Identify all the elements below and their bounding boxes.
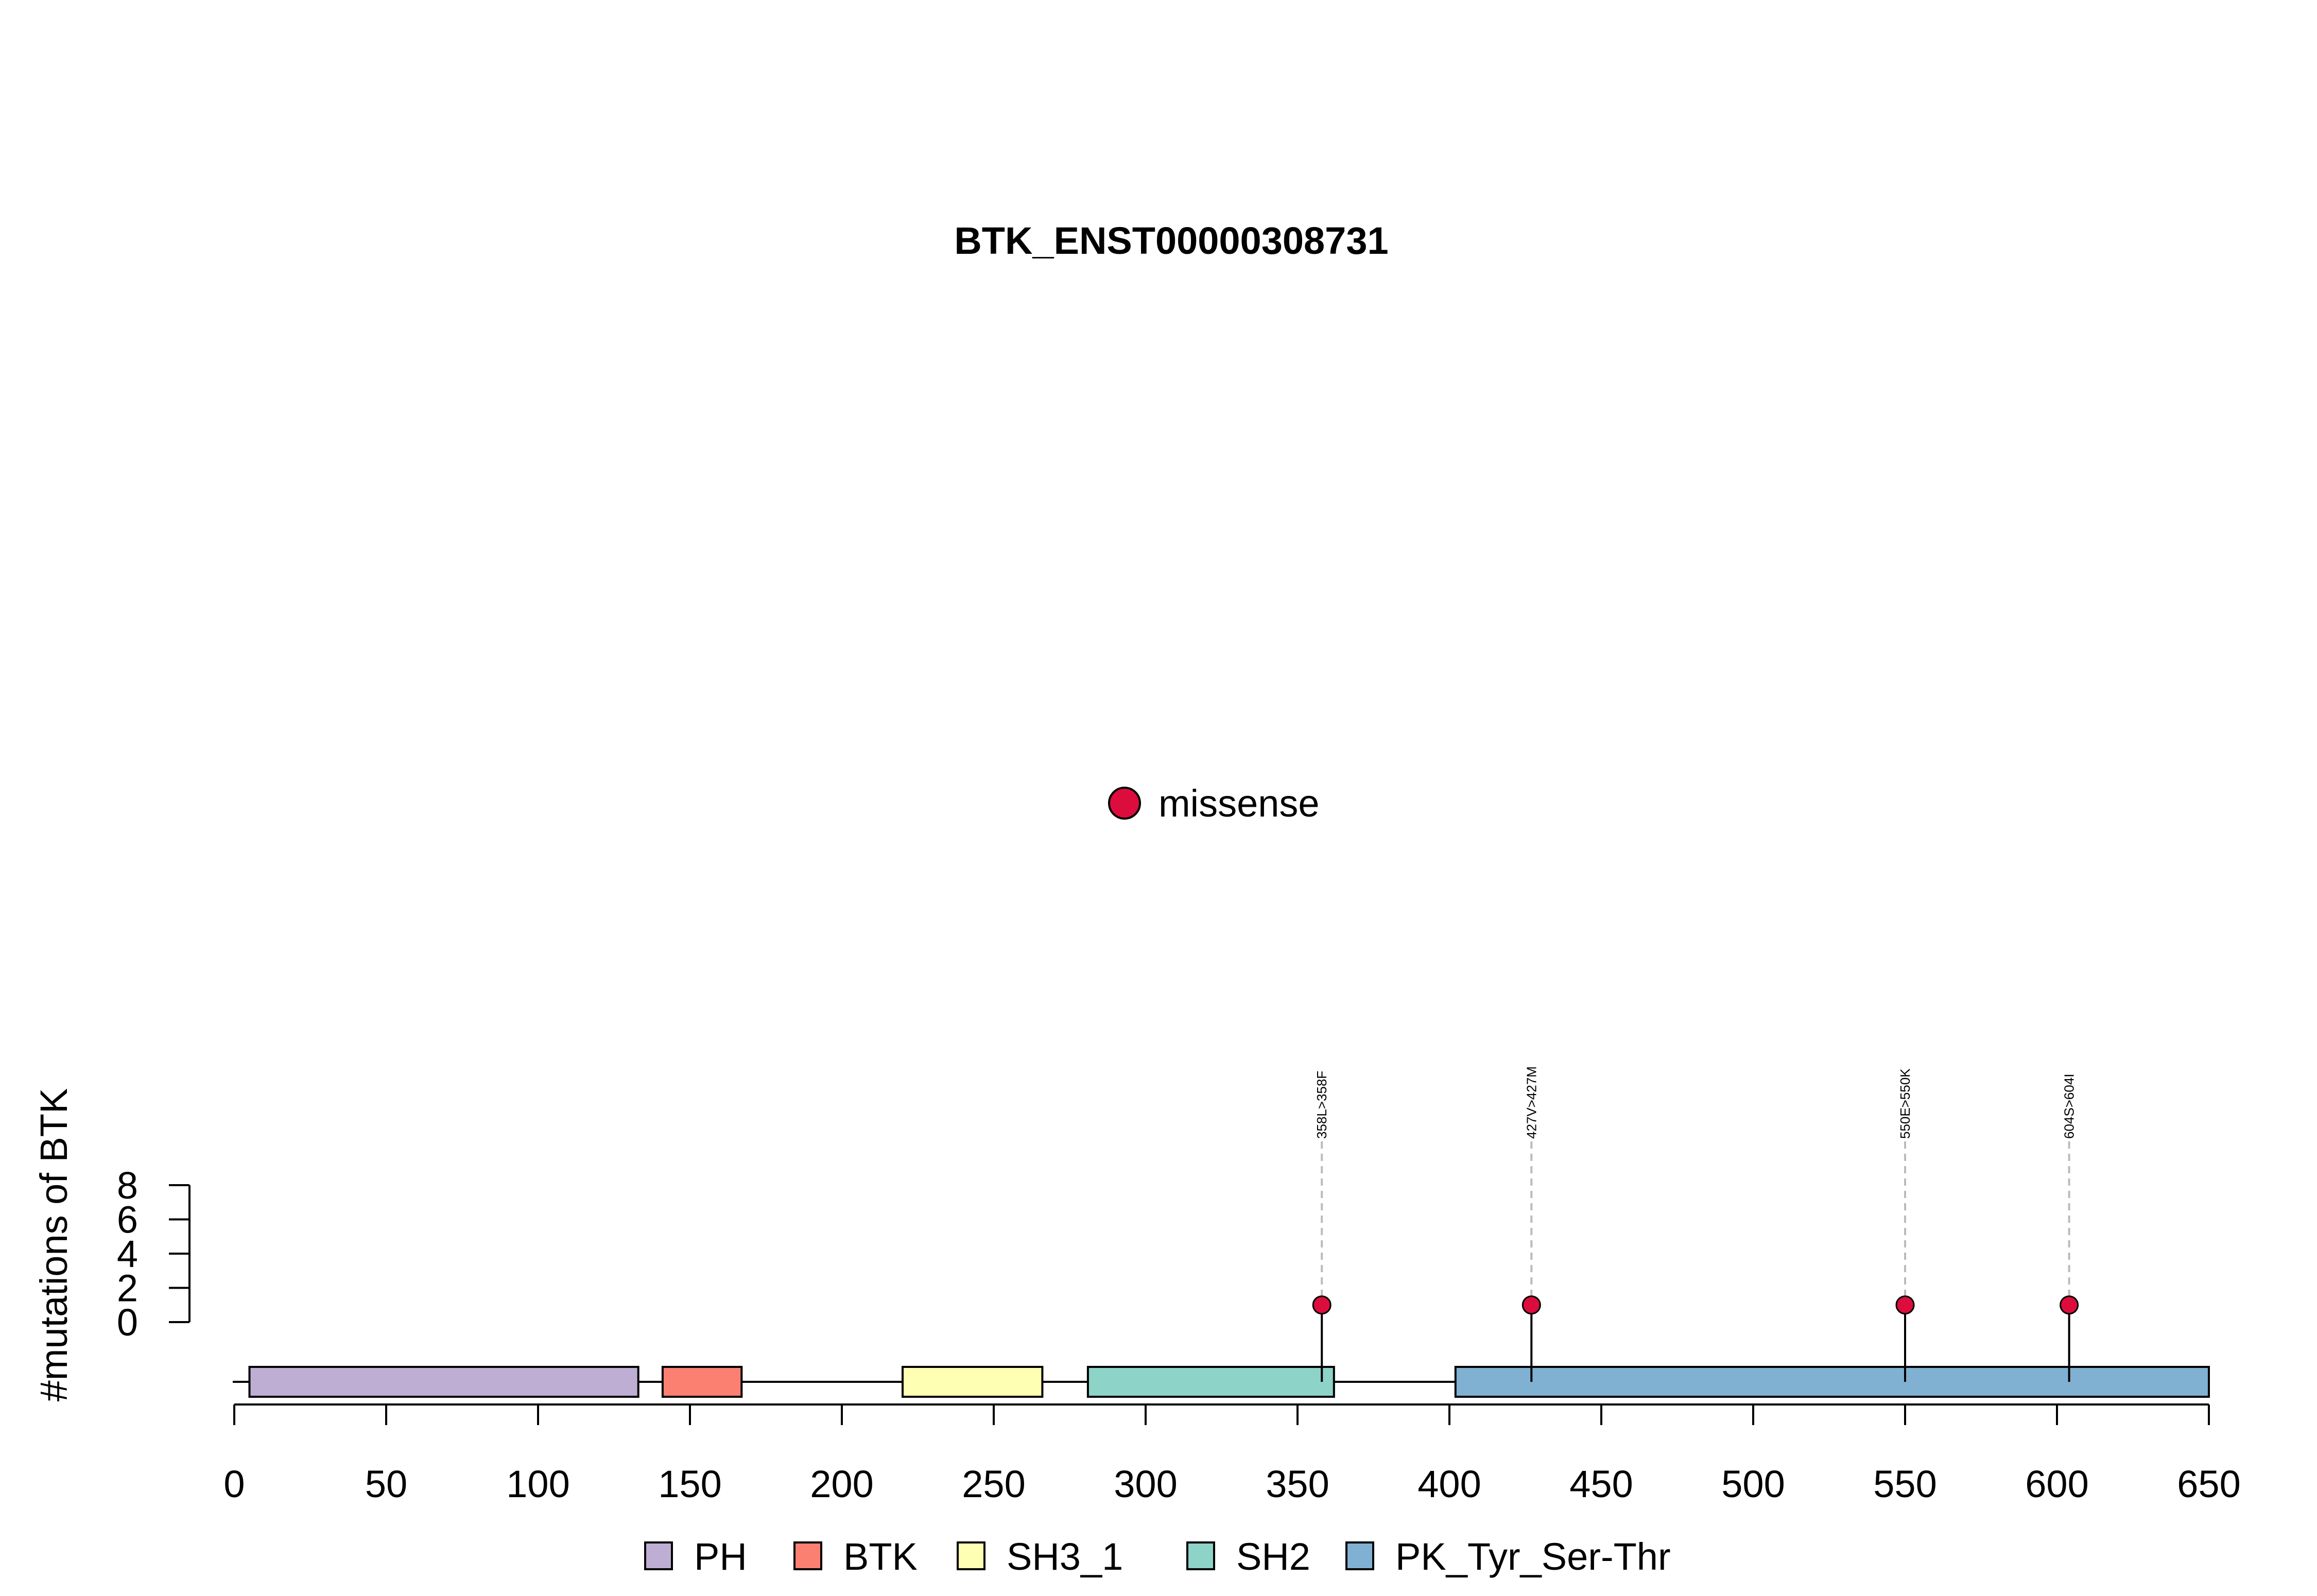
domain-PH: [248, 1366, 639, 1398]
mutation-point-550: [1895, 1295, 1915, 1315]
mutation-label-550: 550E>550K: [1897, 1068, 1913, 1139]
mutation-point-604: [2060, 1295, 2079, 1315]
domain-PK_Tyr_Ser-Thr: [1454, 1366, 2210, 1398]
x-tick-label-200: 200: [810, 1463, 873, 1505]
legend-swatch-BTK: [793, 1541, 822, 1570]
x-tick-label-500: 500: [1721, 1463, 1785, 1505]
mutation-label-358: 358L>358F: [1314, 1071, 1329, 1139]
legend-marker-missense: [1108, 787, 1141, 820]
x-tick-label-400: 400: [1417, 1463, 1481, 1505]
y-tick-label-2: 2: [117, 1267, 138, 1310]
legend-label-SH3_1: SH3_1: [1007, 1535, 1123, 1578]
y-axis-label: #mutations of BTK: [32, 1088, 75, 1402]
mutation-legend: missense: [1108, 782, 1320, 825]
chart-title: BTK_ENST00000308731: [954, 219, 1388, 262]
legend-label-PH: PH: [694, 1535, 747, 1578]
domain-BTK: [661, 1366, 743, 1398]
x-tick-label-300: 300: [1114, 1463, 1177, 1505]
x-tick-label-650: 650: [2177, 1463, 2240, 1505]
legend-swatch-SH2: [1186, 1541, 1215, 1570]
domain-legend: PH BTK SH3_1 SH2 PK_Tyr_Ser-Thr: [644, 1535, 1671, 1578]
domain-track: [248, 1366, 2210, 1398]
mutation-label-604: 604S>604I: [2062, 1073, 2077, 1139]
legend-swatch-PK_Tyr_Ser-Thr: [1345, 1541, 1374, 1570]
y-tick-label-4: 4: [117, 1233, 138, 1275]
legend-label-SH2: SH2: [1236, 1535, 1310, 1578]
legend-label-BTK: BTK: [843, 1535, 918, 1578]
x-tick-label-100: 100: [506, 1463, 569, 1505]
mutation-lollipops: 358L>358F 427V>427M 550E>550K 604S>604I: [1312, 1066, 2079, 1382]
x-tick-label-600: 600: [2025, 1463, 2088, 1505]
y-tick-label-6: 6: [117, 1199, 138, 1241]
x-tick-label-450: 450: [1569, 1463, 1633, 1505]
legend-label-missense: missense: [1158, 782, 1320, 825]
mutation-point-358: [1312, 1295, 1332, 1315]
mutation-point-427: [1521, 1295, 1541, 1315]
x-tick-label-350: 350: [1266, 1463, 1329, 1505]
y-tick-label-8: 8: [117, 1164, 138, 1207]
legend-swatch-PH: [644, 1541, 673, 1570]
domain-SH2: [1086, 1366, 1335, 1398]
x-tick-label-150: 150: [658, 1463, 721, 1505]
x-tick-label-0: 0: [223, 1463, 245, 1505]
x-tick-label-50: 50: [365, 1463, 407, 1505]
legend-label-PK_Tyr_Ser-Thr: PK_Tyr_Ser-Thr: [1395, 1535, 1671, 1578]
legend-swatch-SH3_1: [957, 1541, 985, 1570]
x-tick-label-550: 550: [1873, 1463, 1936, 1505]
x-tick-label-250: 250: [962, 1463, 1025, 1505]
mutation-label-427: 427V>427M: [1524, 1066, 1539, 1139]
y-tick-label-0: 0: [117, 1301, 138, 1344]
x-axis: 0 50 100 150 200 250 300 350 400 450 500 550 600 650: [223, 1403, 2241, 1505]
domain-SH3_1: [902, 1366, 1044, 1398]
